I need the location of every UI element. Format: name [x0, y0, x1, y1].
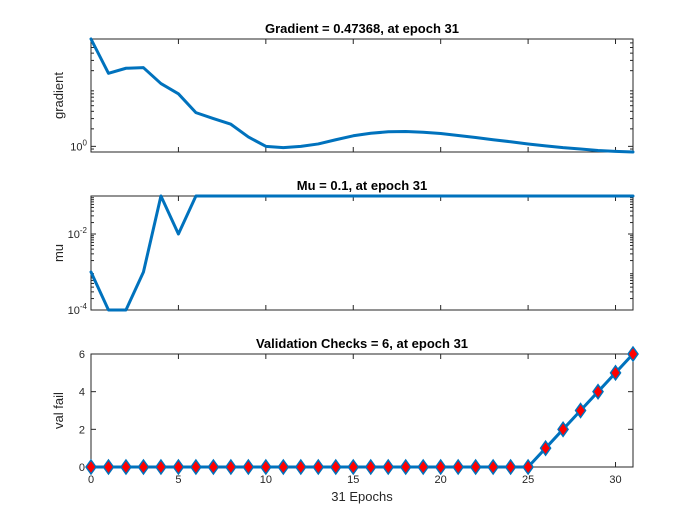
data-point-marker — [557, 421, 569, 438]
x-tick-label: 0 — [88, 474, 94, 486]
y-tick-label: 10-2 — [68, 226, 88, 241]
data-point-marker — [399, 458, 412, 476]
data-point-marker — [189, 458, 202, 476]
y-tick-label: 10-4 — [68, 302, 88, 317]
data-point-marker — [259, 458, 272, 476]
series-line — [89, 194, 635, 312]
validation-checks-panel: Validation Checks = 6, at epoch 31 val fa… — [51, 336, 639, 504]
x-tick-label: 15 — [347, 474, 359, 486]
data-point-marker — [85, 458, 97, 476]
mu-panel: Mu = 0.1, at epoch 31 mu 10-4 10-2 — [51, 178, 635, 317]
data-point-marker — [469, 458, 482, 476]
data-point-marker — [364, 458, 377, 476]
x-tick-label: 10 — [260, 474, 272, 486]
x-tick-label: 5 — [175, 474, 181, 486]
data-point-marker — [504, 458, 517, 476]
x-tick-label: 25 — [522, 474, 534, 486]
y-tick-label: 100 — [70, 138, 87, 153]
data-point-marker — [102, 458, 115, 476]
chart-title: Gradient = 0.47368, at epoch 31 — [265, 21, 459, 36]
data-point-marker — [382, 458, 395, 476]
data-point-marker — [294, 458, 307, 476]
data-point-marker — [155, 458, 167, 476]
x-tick-label: 20 — [435, 474, 447, 486]
data-point-marker — [172, 458, 185, 476]
y-axis-label: gradient — [51, 72, 66, 119]
data-point-marker — [609, 364, 622, 382]
x-tick-label: 30 — [609, 474, 621, 486]
data-point-marker — [487, 458, 500, 476]
data-point-marker — [522, 458, 535, 476]
data-point-marker — [312, 458, 325, 476]
data-point-marker — [277, 458, 290, 476]
x-axis-label: 31 Epochs — [331, 489, 393, 504]
y-tick-label: 0 — [79, 462, 85, 474]
axes-box — [90, 195, 634, 311]
data-point-marker — [137, 458, 150, 476]
data-point-marker — [452, 458, 465, 476]
data-point-marker — [434, 458, 447, 476]
data-point-marker — [242, 458, 255, 476]
data-point-marker — [417, 458, 430, 476]
data-point-marker — [224, 458, 237, 476]
data-point-marker — [627, 345, 639, 363]
y-tick-label: 4 — [79, 387, 85, 399]
data-point-marker — [574, 402, 587, 419]
data-point-marker — [329, 458, 342, 476]
data-point-marker — [120, 458, 132, 476]
chart-title: Mu = 0.1, at epoch 31 — [297, 178, 427, 193]
series-line — [89, 37, 635, 154]
axes-box — [90, 353, 634, 468]
data-point-marker — [539, 439, 552, 457]
gradient-panel: Gradient = 0.47368, at epoch 31 gradient 1… — [51, 21, 635, 154]
y-tick-label: 2 — [79, 424, 85, 436]
y-axis-label: val fail — [51, 392, 66, 429]
y-axis-label: mu — [51, 244, 66, 262]
chart-title: Validation Checks = 6, at epoch 31 — [256, 336, 468, 351]
y-tick-label: 6 — [79, 349, 85, 361]
data-point-marker — [347, 458, 360, 476]
data-point-marker — [207, 458, 220, 476]
data-point-marker — [592, 383, 604, 400]
